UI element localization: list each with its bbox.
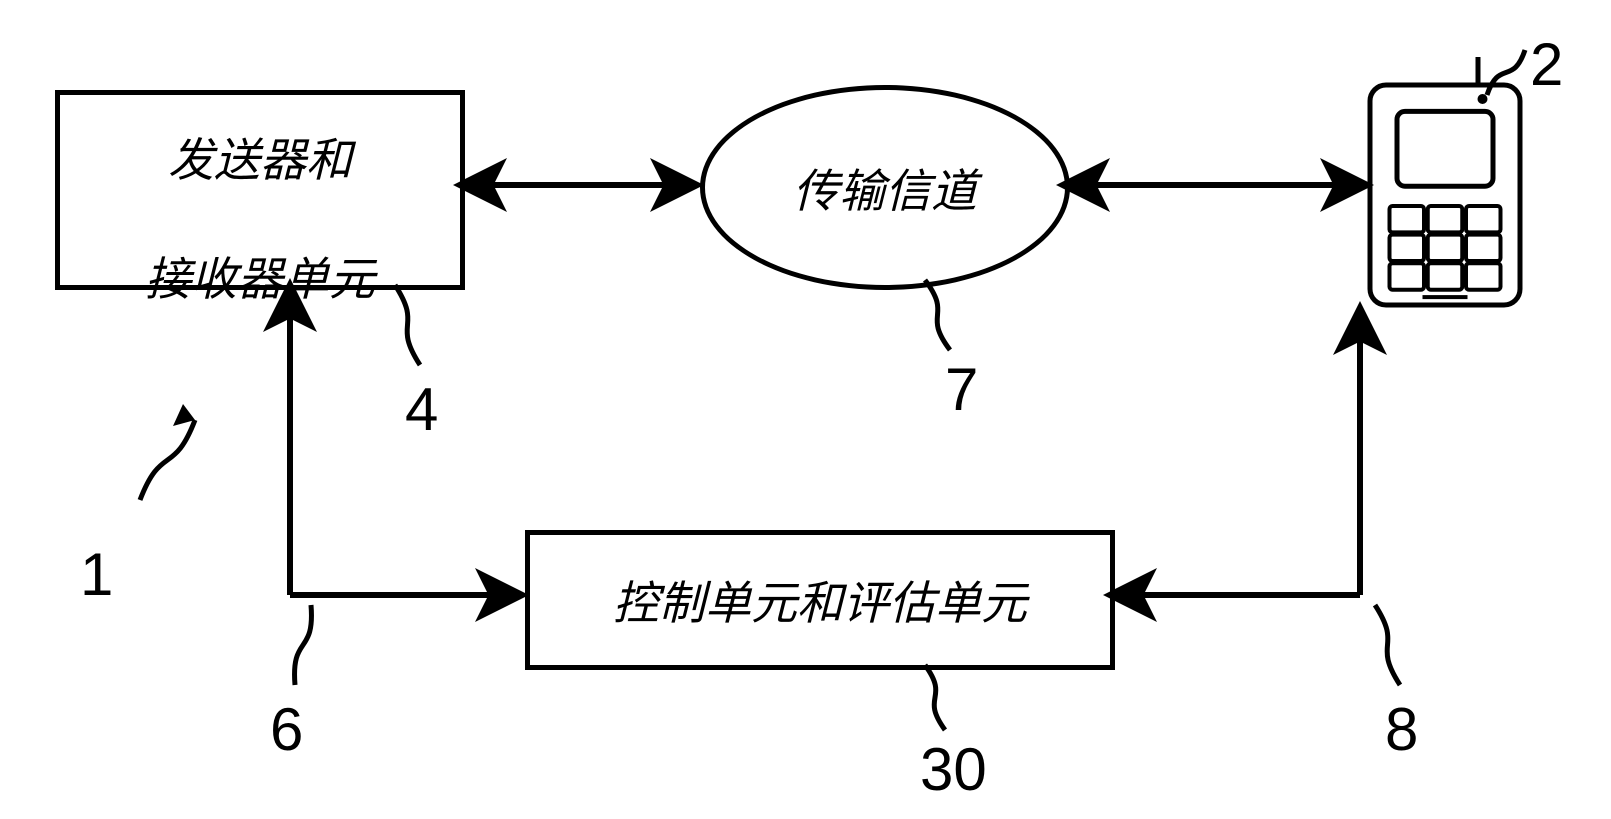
- ref-label-4: 4: [405, 375, 438, 444]
- ref-label-6: 6: [270, 695, 303, 764]
- ref-label-30: 30: [920, 735, 987, 804]
- control-evaluation-box: 控制单元和评估单元: [525, 530, 1115, 670]
- ref-label-8: 8: [1385, 695, 1418, 764]
- diagram-canvas: 发送器和 接收器单元 传输信道 控制单元和评估单元 1 2 4 6 7 8 30: [0, 0, 1611, 819]
- ref-label-2: 2: [1530, 30, 1563, 99]
- channel-text: 传输信道: [793, 155, 977, 221]
- transmission-channel-ellipse: 传输信道: [700, 85, 1070, 290]
- phone-icon: [1360, 55, 1550, 315]
- ref-label-1: 1: [80, 540, 113, 609]
- ref-label-7: 7: [945, 355, 978, 424]
- tx-rx-unit-box: 发送器和 接收器单元: [55, 90, 465, 290]
- control-text: 控制单元和评估单元: [613, 567, 1027, 633]
- tx-rx-line1: 发送器和: [168, 135, 352, 186]
- tx-rx-line2: 接收器单元: [145, 254, 375, 305]
